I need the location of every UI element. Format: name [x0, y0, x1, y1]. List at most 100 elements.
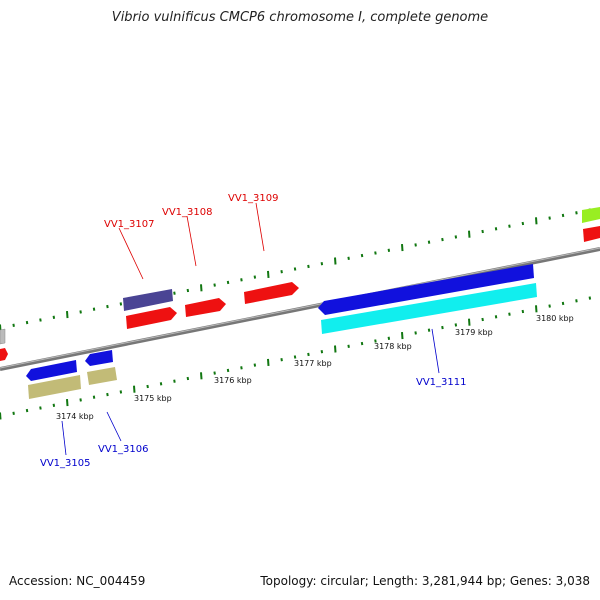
tick-upper-minor — [92, 307, 96, 311]
tick-lower-minor — [92, 395, 96, 399]
tick-upper-minor — [575, 211, 578, 215]
tick-upper-major — [334, 257, 337, 265]
scale-label: 3175 kbp — [134, 394, 172, 403]
tick-upper-minor — [186, 288, 190, 293]
map-title: Vibrio vulnificus CMCP6 chromosome I, co… — [111, 10, 489, 25]
gene-feature-khaki-2[interactable] — [87, 367, 117, 385]
gene-feature-partial-red-right[interactable] — [583, 226, 600, 242]
tick-lower-minor — [387, 336, 391, 340]
tick-upper-minor — [119, 302, 123, 306]
tick-upper-major — [468, 230, 471, 238]
tick-lower-minor — [360, 341, 364, 346]
tick-lower-minor — [159, 382, 163, 386]
tick-lower-minor — [213, 371, 216, 375]
tick-lower-major — [401, 332, 404, 340]
tick-upper-minor — [52, 315, 56, 319]
tick-lower-minor — [414, 331, 417, 335]
tick-upper-major — [535, 217, 538, 225]
tick-upper-minor — [521, 221, 525, 226]
tick-lower-minor — [293, 355, 297, 359]
tick-upper-minor — [213, 283, 216, 287]
tick-lower-minor — [173, 379, 176, 383]
tick-lower-minor — [186, 376, 190, 381]
tick-lower-minor — [226, 368, 230, 373]
tick-upper-minor — [360, 253, 364, 258]
tick-track-lower — [0, 296, 592, 420]
gene-feature-vv1-3110[interactable] — [318, 264, 534, 315]
tick-upper-major — [401, 244, 404, 252]
label-connectors — [61, 202, 440, 456]
tick-upper-minor — [106, 304, 109, 309]
genome-backbone-highlight — [0, 247, 600, 369]
gene-feature-vv1-3106[interactable] — [85, 350, 113, 366]
scale-label: 3177 kbp — [294, 359, 332, 368]
tick-upper-minor — [12, 323, 15, 327]
tick-upper-minor — [39, 318, 42, 322]
gene-feature-khaki-1[interactable] — [28, 375, 81, 399]
scale-label: 3179 kbp — [455, 328, 493, 337]
accession-text: Accession: NC_004459 — [9, 574, 146, 588]
tick-lower-major — [200, 372, 203, 380]
gene-feature-vv1-3107[interactable] — [126, 307, 177, 329]
scale-label: 3176 kbp — [214, 376, 252, 385]
tick-upper-minor — [548, 216, 551, 220]
scale-label: 3174 kbp — [56, 412, 94, 421]
tick-upper-major — [66, 311, 69, 319]
tick-upper-minor — [25, 320, 29, 325]
tick-lower-major — [267, 358, 270, 366]
scale-label: 3178 kbp — [374, 342, 412, 351]
tick-lower-minor — [347, 344, 350, 348]
tick-lower-minor — [25, 408, 29, 413]
gene-feature-vv1-3109[interactable] — [244, 282, 299, 304]
tick-lower-minor — [494, 315, 498, 319]
tick-lower-minor — [481, 317, 484, 322]
tick-lower-minor — [106, 392, 109, 397]
tick-lower-minor — [374, 339, 377, 343]
tick-upper-minor — [454, 235, 458, 239]
tick-lower-minor — [521, 309, 525, 314]
gene-label-vv1-3105[interactable]: VV1_3105 — [40, 458, 91, 469]
tick-upper-major — [267, 270, 270, 278]
tick-lower-minor — [79, 398, 82, 402]
gene-label-vv1-3108[interactable]: VV1_3108 — [162, 207, 213, 218]
tick-upper-minor — [561, 213, 565, 218]
tick-lower-minor — [561, 301, 565, 306]
tick-upper-minor — [280, 270, 283, 274]
gene-label-vv1-3107[interactable]: VV1_3107 — [104, 219, 155, 230]
tick-lower-minor — [548, 304, 551, 308]
tick-upper-minor — [387, 248, 391, 252]
scale-label: 3180 kbp — [536, 314, 574, 323]
gene-feature-vv1-3108[interactable] — [185, 298, 226, 317]
tick-lower-major — [468, 318, 471, 326]
tick-upper-minor — [347, 256, 350, 260]
tick-lower-minor — [146, 384, 149, 389]
tick-upper-minor — [253, 275, 257, 279]
gene-label-vv1-3109[interactable]: VV1_3109 — [228, 193, 279, 204]
tick-upper-minor — [441, 237, 444, 242]
tick-lower-minor — [52, 403, 56, 407]
tick-upper-minor — [481, 229, 484, 234]
gene-feature-partial-lime[interactable] — [582, 207, 600, 223]
tick-lower-minor — [320, 350, 324, 354]
topology-text: Topology: circular; Length: 3,281,944 bp… — [260, 574, 590, 588]
tick-lower-minor — [454, 323, 458, 327]
gene-feature-vv1-3105[interactable] — [26, 360, 77, 381]
scale-labels: 3174 kbp 3175 kbp 3176 kbp 3177 kbp 3178 kbp… — [56, 314, 574, 421]
gene-label-vv1-3106[interactable]: VV1_3106 — [98, 444, 149, 455]
tick-lower-minor — [441, 325, 444, 330]
tick-lower-minor — [119, 390, 123, 394]
tick-upper-minor — [226, 280, 230, 285]
gene-feature-partial-red[interactable] — [0, 348, 8, 361]
gene-feature-vv1-3111[interactable] — [321, 283, 537, 334]
tick-upper-minor — [374, 251, 377, 255]
gene-feature-purple[interactable] — [123, 289, 173, 311]
tick-lower-major — [535, 305, 538, 313]
gene-label-vv1-3111[interactable]: VV1_3111 — [416, 377, 467, 388]
tick-upper-minor — [320, 262, 324, 266]
tick-upper-minor — [494, 227, 498, 231]
tick-lower-minor — [575, 299, 578, 303]
tick-upper-major — [200, 284, 203, 292]
tick-lower-minor — [39, 406, 42, 410]
gene-feature-partial-gray[interactable] — [0, 328, 6, 345]
